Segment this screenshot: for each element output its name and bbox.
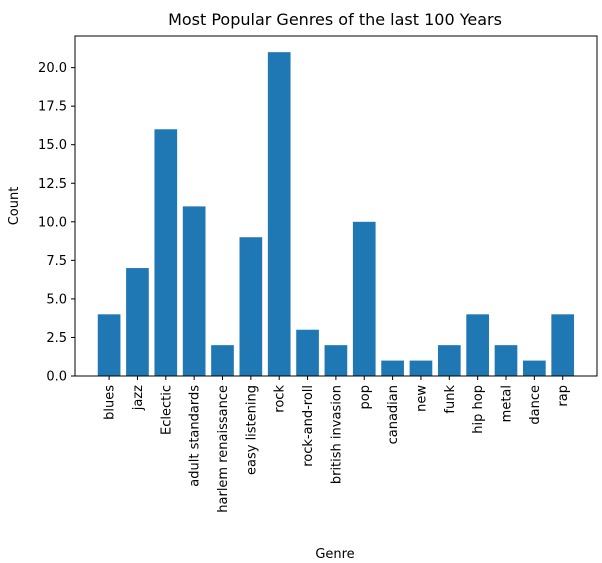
bar-pop — [353, 222, 376, 376]
x-tick-label: easy listening — [244, 385, 259, 475]
y-axis-title: Count — [7, 187, 22, 226]
bar-metal — [495, 345, 518, 376]
bar-new — [410, 361, 433, 376]
y-tick-label: 7.5 — [46, 254, 67, 269]
bar-hip-hop — [466, 314, 489, 376]
y-tick-label: 10.0 — [38, 215, 67, 230]
y-tick-label: 12.5 — [38, 177, 67, 192]
x-tick-label: rap — [556, 385, 571, 407]
x-tick-label: adult standards — [188, 385, 203, 487]
y-tick-label: 2.5 — [46, 331, 67, 346]
bar-blues — [98, 314, 121, 376]
bar-harlem-renaissance — [211, 345, 234, 376]
bar-dance — [523, 361, 546, 376]
x-tick-label: rock — [273, 385, 288, 413]
x-tick-label: canadian — [386, 385, 401, 444]
y-tick-label: 15.0 — [38, 138, 67, 153]
x-tick-label: hip hop — [471, 385, 486, 434]
x-tick-label: funk — [443, 385, 458, 414]
x-tick-label: jazz — [131, 385, 146, 411]
bar-easy-listening — [240, 237, 263, 376]
y-tick-label: 0.0 — [46, 370, 67, 385]
bar-eclectic — [154, 129, 177, 376]
x-axis: blues jazz Eclectic adult standards harlem r… — [103, 376, 572, 513]
bar-jazz — [126, 268, 149, 376]
x-tick-label: dance — [528, 385, 543, 425]
bar-rock — [268, 52, 291, 376]
x-tick-label: rock-and-roll — [301, 385, 316, 467]
y-tick-label: 5.0 — [46, 292, 67, 307]
bar-adult-standards — [183, 206, 206, 376]
x-axis-title: Genre — [315, 547, 354, 562]
x-tick-label: blues — [103, 385, 118, 420]
x-tick-label: Eclectic — [159, 385, 174, 435]
y-tick-label: 20.0 — [38, 61, 67, 76]
x-tick-label: metal — [500, 385, 515, 422]
bar-rap — [551, 314, 574, 376]
y-tick-label: 17.5 — [38, 100, 67, 115]
bars-group — [98, 52, 574, 376]
x-tick-label: pop — [358, 385, 373, 409]
y-axis: 0.0 2.5 5.0 7.5 10.0 12.5 15.0 17.5 20.0 — [38, 61, 75, 384]
x-tick-label: harlem renaissance — [216, 385, 231, 513]
x-tick-label: british invasion — [329, 385, 344, 484]
bar-british-invasion — [325, 345, 348, 376]
plot-frame — [75, 36, 597, 376]
bar-canadian — [381, 361, 404, 376]
x-tick-label: new — [414, 385, 429, 412]
chart-title: Most Popular Genres of the last 100 Year… — [168, 10, 502, 29]
bar-funk — [438, 345, 461, 376]
bar-rock-and-roll — [296, 330, 319, 376]
